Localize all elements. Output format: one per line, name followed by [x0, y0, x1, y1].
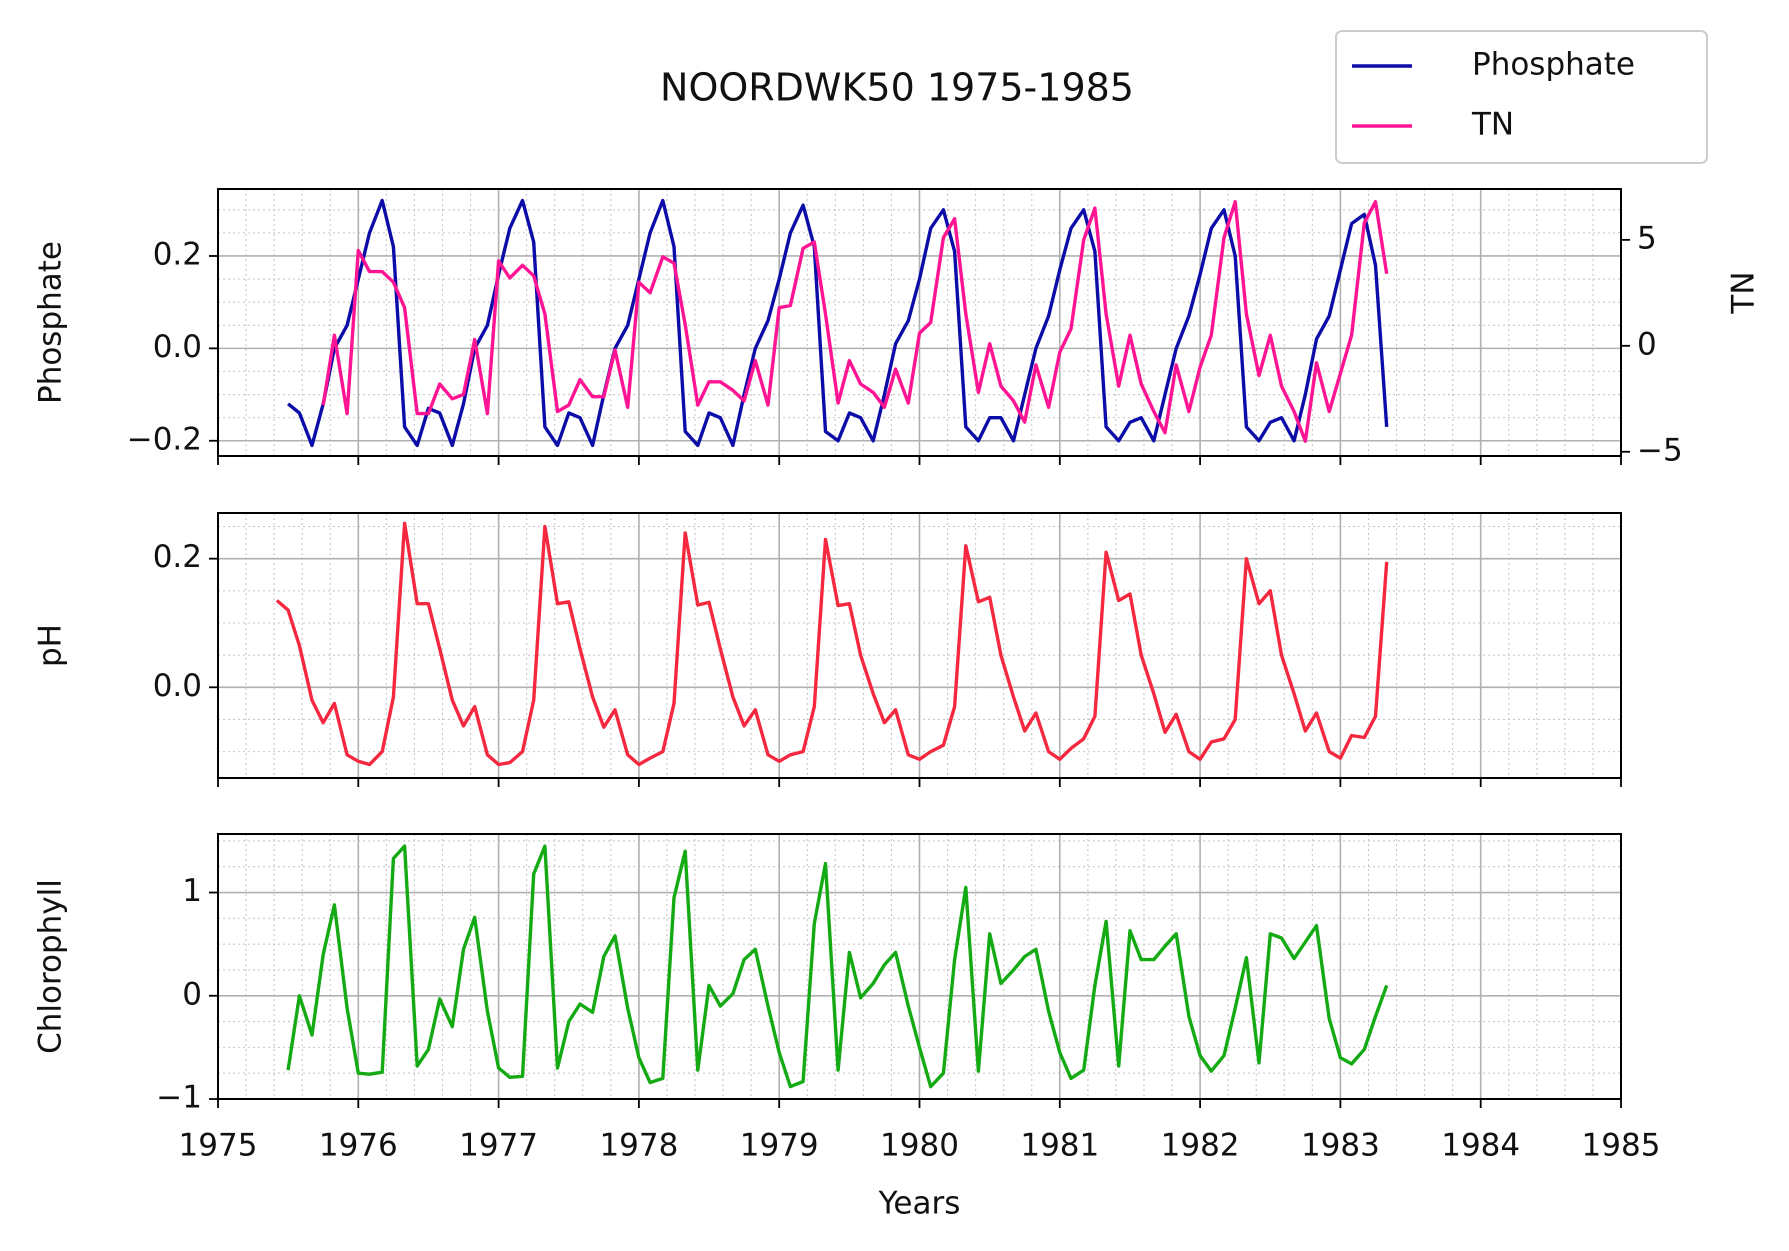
legend-label: Phosphate [1472, 47, 1635, 83]
y2-axis-label: TN [1726, 271, 1762, 314]
legend-box [1335, 30, 1708, 164]
x-tick-label: 1977 [459, 1128, 538, 1164]
x-tick-label: 1978 [599, 1128, 678, 1164]
y-axis-label: Chlorophyll [33, 879, 69, 1054]
y2-tick-label: −5 [1637, 432, 1683, 468]
data-line [287, 198, 1389, 448]
data-line [286, 844, 1389, 1089]
y-tick-label: 0.0 [153, 668, 202, 704]
y-axis-label: pH [33, 624, 69, 667]
plot-frame [217, 833, 1622, 1100]
y-axis-label: Phosphate [33, 241, 69, 404]
chart-title: NOORDWK50 1975-1985 [660, 66, 1134, 110]
data-line [321, 200, 1389, 443]
x-tick-label: 1982 [1161, 1128, 1240, 1164]
y-tick-label: −1 [156, 1080, 202, 1116]
y-tick-label: 0.2 [153, 539, 202, 575]
x-tick-label: 1975 [179, 1128, 258, 1164]
y2-tick-label: 0 [1637, 326, 1657, 362]
y-tick-label: 0 [182, 976, 202, 1012]
y2-tick-label: 5 [1637, 220, 1657, 256]
plot-frame [217, 512, 1622, 779]
legend: Phosphate TN [1335, 30, 1708, 164]
y-tick-label: 0.2 [153, 236, 202, 272]
y-tick-label: 0.0 [153, 329, 202, 365]
x-tick-label: 1985 [1582, 1128, 1661, 1164]
legend-label: TN [1471, 107, 1514, 143]
y-tick-label: −0.2 [127, 421, 202, 457]
x-tick-label: 1983 [1301, 1128, 1380, 1164]
x-tick-label: 1980 [880, 1128, 959, 1164]
x-axis-label: Years [878, 1186, 961, 1222]
x-tick-label: 1979 [740, 1128, 819, 1164]
x-tick-label: 1981 [1020, 1128, 1099, 1164]
x-tick-label: 1984 [1441, 1128, 1520, 1164]
data-line [275, 521, 1389, 767]
plot-frame [217, 188, 1622, 457]
x-tick-label: 1976 [319, 1128, 398, 1164]
y-tick-label: 1 [182, 873, 202, 909]
